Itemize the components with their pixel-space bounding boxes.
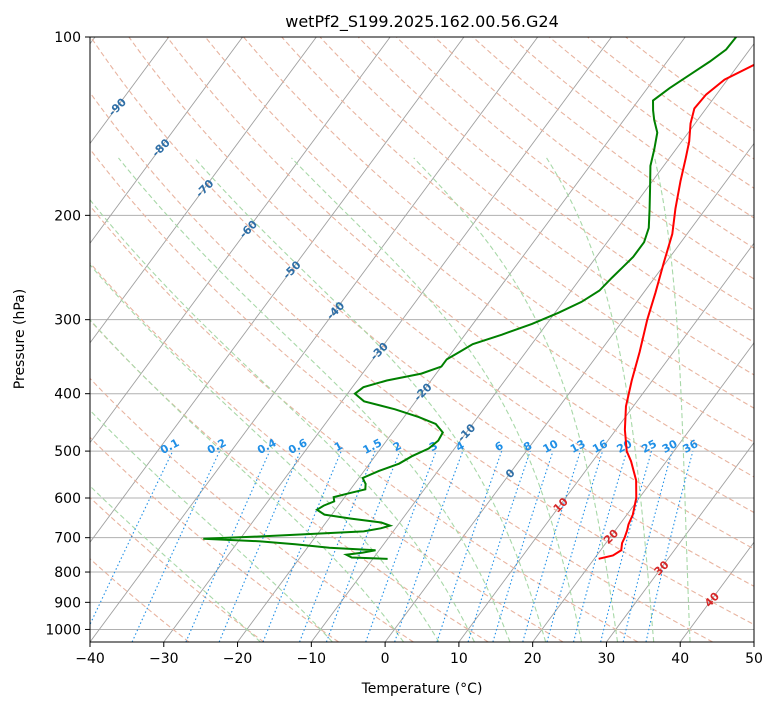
dewpoint-line	[203, 37, 737, 560]
dry-adiabat	[90, 204, 639, 642]
moist-adiabat	[90, 485, 261, 642]
mixing-ratio-line	[131, 450, 221, 642]
dry-adiabat	[396, 37, 754, 311]
isotherm-line	[90, 37, 391, 444]
mixing-ratio-line	[436, 450, 503, 642]
mixing-ratio-line	[522, 450, 581, 642]
dry-adiabat	[357, 37, 754, 343]
isotherm-line	[90, 37, 317, 344]
moist-adiabat	[194, 157, 547, 642]
dry-adiabat	[587, 37, 754, 160]
y-tick-label: 400	[54, 387, 81, 403]
mixing-ratio-line	[185, 450, 271, 642]
isotherm-line	[90, 37, 243, 244]
x-tick-label: −20	[223, 651, 253, 667]
dry-adiabat	[90, 496, 265, 642]
moist-adiabat	[90, 263, 440, 642]
mixing-ratio-label: 36	[681, 437, 701, 456]
mixing-ratio-label: 25	[639, 437, 659, 456]
isotherm-line	[606, 441, 754, 642]
moist-adiabat	[291, 157, 583, 642]
x-tick-label: 0	[381, 651, 390, 667]
x-axis: −40 −30 −20 −10 0 10 20 30 40 50	[75, 642, 763, 667]
dry-adiabat	[128, 37, 754, 550]
mixing-ratio-lines	[90, 450, 694, 642]
mixing-ratio-label: 20	[615, 437, 635, 456]
mixing-ratio-line	[573, 450, 628, 642]
y-axis: 100 200 300 400 500 600 700 800 900 1000	[45, 30, 90, 638]
x-tick-label: −40	[75, 651, 105, 667]
moist-adiabat	[118, 157, 511, 642]
dry-adiabat	[90, 37, 754, 587]
moist-adiabat	[90, 198, 475, 642]
y-tick-label: 600	[54, 491, 81, 507]
mixing-ratio-line	[394, 450, 464, 642]
y-tick-label: 900	[54, 595, 81, 611]
mixing-ratio-line	[645, 450, 694, 642]
y-tick-label: 500	[54, 444, 81, 460]
mixing-ratio-line	[600, 450, 653, 642]
isotherm-line	[384, 142, 754, 642]
isotherm-line	[532, 342, 754, 642]
mixing-ratio-line	[365, 450, 437, 642]
mixing-ratio-line	[90, 450, 174, 626]
isotherm-line	[90, 37, 539, 642]
moist-adiabat	[90, 409, 333, 642]
x-tick-label: 30	[598, 651, 616, 667]
dry-adiabat	[472, 37, 754, 249]
dry-adiabat	[90, 261, 564, 642]
mixing-ratio-label: 10	[541, 437, 561, 456]
y-tick-label: 300	[54, 313, 81, 329]
x-tick-label: 10	[450, 651, 468, 667]
mixing-ratio-label: 13	[568, 437, 588, 456]
dry-adiabat	[243, 37, 754, 443]
sounding-series	[203, 37, 754, 560]
y-tick-label: 200	[54, 208, 81, 224]
dry-adiabat	[90, 148, 713, 642]
plot-area: 0.10.20.40.611.52346810131620253036-100-…	[90, 37, 754, 642]
moist-adiabat	[654, 157, 691, 642]
x-tick-label: 40	[671, 651, 689, 667]
x-axis-label: Temperature (°C)	[361, 681, 483, 697]
dry-adiabat	[548, 37, 754, 189]
mixing-ratio-line	[467, 450, 531, 642]
isotherm-line	[90, 37, 465, 544]
plot-frame	[89, 36, 755, 643]
mixing-ratio-line	[622, 450, 673, 642]
moist-adiabat	[90, 318, 405, 642]
y-tick-label: 800	[54, 565, 81, 581]
isotherm-line	[458, 242, 754, 642]
mixing-ratio-line	[218, 450, 302, 642]
x-tick-label: 50	[745, 651, 763, 667]
y-tick-label: 700	[54, 531, 81, 547]
dry-adiabat	[319, 37, 754, 376]
y-axis-label: Pressure (hPa)	[12, 289, 28, 389]
moist-adiabats	[90, 157, 691, 642]
isotherm-line	[90, 37, 170, 145]
temperature-line	[598, 63, 754, 560]
mixing-ratio-line	[546, 450, 604, 642]
mixing-ratio-line	[492, 450, 554, 642]
isotherm-line	[310, 43, 754, 642]
x-tick-label: −10	[297, 651, 327, 667]
mixing-ratio-label: 30	[660, 437, 680, 456]
chart-title: wetPf2_S199.2025.162.00.56.G24	[285, 12, 559, 32]
mixing-ratio-label: 16	[590, 437, 610, 456]
y-tick-label: 100	[54, 30, 81, 46]
x-tick-label: 20	[524, 651, 542, 667]
y-tick-label: 1000	[45, 622, 81, 638]
dry-adiabat	[90, 91, 754, 626]
x-tick-label: −30	[149, 651, 179, 667]
moist-adiabat	[413, 157, 619, 642]
moist-adiabat	[546, 157, 655, 642]
dry-adiabat	[166, 37, 754, 514]
